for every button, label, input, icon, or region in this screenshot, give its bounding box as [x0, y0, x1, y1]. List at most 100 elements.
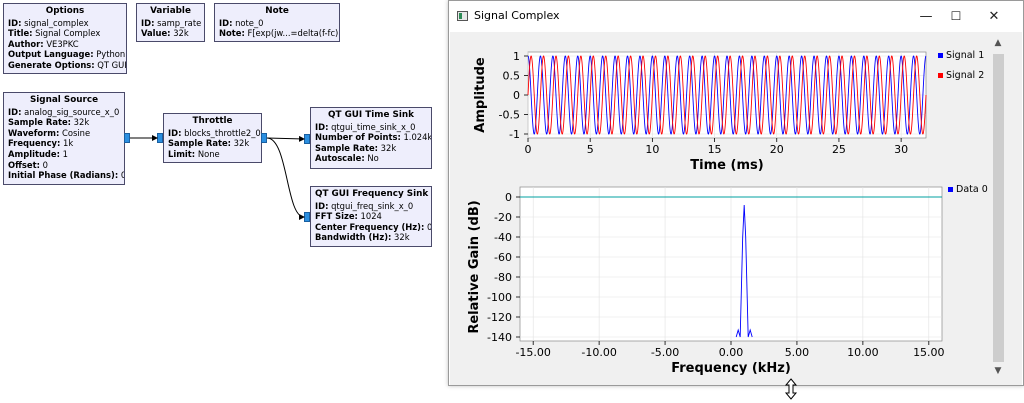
param-key: Generate Options:	[8, 59, 95, 70]
block-param-row: Autoscale: No	[315, 153, 427, 164]
param-key: Note:	[219, 28, 245, 39]
signal-source-block[interactable]: Signal Source ID: analog_sig_source_x_0 Sa…	[3, 92, 125, 185]
block-title: Variable	[150, 6, 191, 16]
window-title: Signal Complex	[474, 9, 560, 22]
param-key: Offset:	[8, 159, 40, 170]
time-legend-label: Signal 2	[946, 70, 984, 81]
time-ytick-label: -1	[509, 128, 520, 141]
param-value: Cosine	[59, 127, 91, 138]
throttle-block[interactable]: Throttle ID: blocks_throttle2_0 Sample Rat…	[163, 113, 262, 163]
freq-xtick-label: 10.00	[847, 346, 879, 359]
signal-source-output-port[interactable]	[124, 133, 130, 143]
param-key: Title:	[8, 28, 33, 39]
plot-area: 0 5 10 15 20 25 30 1 0.5 0 -0.5 -1 Time (ms) Amplitud…	[450, 32, 1022, 385]
param-key: Sample Rate:	[315, 142, 379, 153]
param-value: 1024	[357, 211, 382, 222]
param-key: Author:	[8, 38, 44, 49]
block-param-row: Author: VE3PKC	[8, 39, 122, 50]
param-key: ID:	[219, 17, 233, 28]
connection-throttle-freqsink	[266, 137, 305, 220]
scrollbar-thumb[interactable]	[993, 54, 1004, 362]
block-title: QT GUI Frequency Sink	[315, 189, 429, 199]
note-block[interactable]: Note ID: note_0 Note: F[exp(jw...=delta(f-…	[214, 3, 340, 42]
param-key: ID:	[8, 106, 22, 117]
freq-xtick-label: -5.00	[651, 346, 679, 359]
block-param-row: Limit: None	[168, 149, 257, 160]
param-key: Autoscale:	[315, 153, 365, 164]
time-xtick-label: 0	[525, 143, 532, 156]
param-key: ID:	[315, 121, 329, 132]
block-param-row: Sample Rate: 32k	[8, 117, 120, 128]
block-param-row: Amplitude: 1	[8, 149, 120, 160]
minimize-button[interactable]: —	[919, 8, 933, 24]
block-title: Note	[265, 6, 289, 16]
block-title: Signal Source	[29, 95, 99, 105]
freq-ytick-label: -40	[494, 231, 512, 244]
freq-ytick-label: -100	[487, 291, 512, 304]
close-button[interactable]: ✕	[988, 8, 1000, 24]
time-xtick-label: 20	[770, 143, 784, 156]
plots-canvas[interactable]: 0 5 10 15 20 25 30 1 0.5 0 -0.5 -1 Time (ms) Amplitud…	[450, 32, 990, 385]
time-ytick-label: 0.5	[503, 70, 521, 83]
param-key: Center Frequency (Hz):	[315, 221, 425, 232]
time-xtick-label: 10	[645, 143, 659, 156]
time-legend-swatch	[938, 73, 943, 78]
time-legend-label: Signal 1	[946, 50, 984, 61]
block-param-row: Note: F[exp(jw...=delta(f-fc)	[219, 28, 338, 39]
time-ytick-label: -0.5	[499, 109, 520, 122]
param-value: 32k	[378, 142, 397, 153]
param-key: Waveform:	[8, 127, 60, 138]
freq-sink-block[interactable]: QT GUI Frequency Sink ID: qtgui_freq_sink…	[310, 186, 432, 247]
param-value: qtgui_freq_sink_x_0	[328, 200, 414, 211]
param-value: 32k	[391, 232, 410, 243]
param-value: 0	[424, 221, 432, 232]
window-titlebar[interactable]: Signal Complex — ☐ ✕	[449, 1, 1023, 32]
param-value: 32k	[71, 117, 90, 128]
block-param-row: ID: samp_rate	[141, 18, 201, 29]
param-key: FFT Size:	[315, 211, 358, 222]
block-param-row: Waveform: Cosine	[8, 128, 120, 139]
time-xtick-label: 15	[708, 143, 722, 156]
scroll-down-arrow-icon[interactable]: ▼	[994, 366, 1002, 376]
freq-xtick-label: -15.00	[515, 346, 550, 359]
freq-legend-swatch	[948, 187, 953, 192]
freq-xtick-label: -10.00	[581, 346, 616, 359]
time-series-2-line	[527, 55, 927, 135]
block-param-row: FFT Size: 1024	[315, 211, 427, 222]
freq-legend-label: Data 0	[956, 184, 988, 195]
block-param-row: Bandwidth (Hz): 32k	[315, 232, 427, 243]
connection-throttle-timesink	[266, 135, 305, 142]
freq-ytick-label: -60	[494, 251, 512, 264]
options-block[interactable]: Options ID: signal_complex Title: Signal C…	[3, 3, 127, 74]
param-key: Number of Points:	[315, 132, 401, 143]
freq-ytick-label: -120	[487, 311, 512, 324]
param-key: Value:	[141, 28, 171, 39]
scroll-up-arrow-icon[interactable]: ▲	[994, 38, 1002, 48]
time-sink-block[interactable]: QT GUI Time Sink ID: qtgui_time_sink_x_0 N…	[310, 107, 432, 169]
time-xlabel: Time (ms)	[690, 158, 763, 173]
param-key: ID:	[8, 17, 22, 28]
block-param-row: Number of Points: 1.024k	[315, 132, 431, 143]
block-param-row: Value: 32k	[141, 28, 200, 39]
param-key: Amplitude:	[8, 148, 60, 159]
connection-lines	[130, 135, 305, 220]
block-param-row: ID: note_0	[219, 18, 335, 29]
freq-ylabel: Relative Gain (dB)	[467, 200, 482, 333]
variable-block[interactable]: Variable ID: samp_rate Value: 32k	[136, 3, 205, 42]
time-ytick-label: 1	[513, 50, 520, 63]
param-value: VE3PKC	[43, 38, 79, 49]
param-key: Initial Phase (Radians):	[8, 170, 119, 181]
throttle-output-port[interactable]	[261, 133, 267, 143]
signal-complex-window: Signal Complex — ☐ ✕ 0 5 10 15 20 25 30 1 0.5 0 -0…	[448, 0, 1024, 386]
app-icon	[457, 11, 468, 21]
block-title: Options	[45, 6, 85, 16]
block-param-row: Frequency: 1k	[8, 138, 120, 149]
maximize-button[interactable]: ☐	[950, 9, 962, 23]
param-key: Sample Rate:	[8, 117, 72, 128]
freq-data-0-line	[735, 204, 753, 338]
param-value: 0	[39, 159, 48, 170]
vertical-scrollbar[interactable]: ▲ ▼	[990, 36, 1006, 378]
param-key: Bandwidth (Hz):	[315, 232, 392, 243]
param-key: Output Language:	[8, 49, 94, 60]
time-ylabel: Amplitude	[473, 57, 488, 133]
